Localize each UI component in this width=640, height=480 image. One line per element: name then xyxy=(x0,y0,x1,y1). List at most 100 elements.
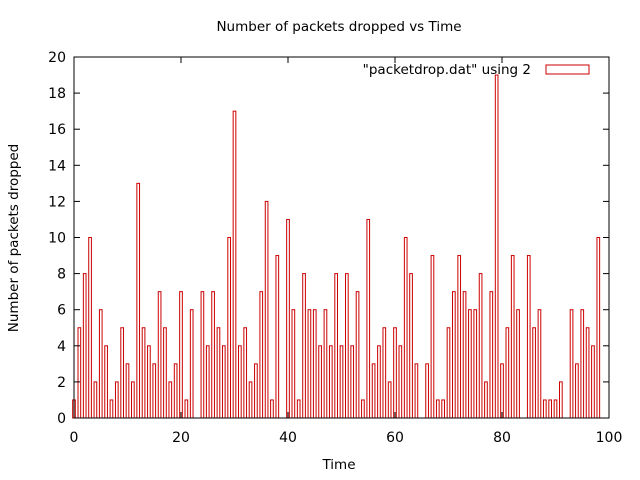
bar xyxy=(393,327,397,419)
bar xyxy=(398,345,403,419)
bar xyxy=(189,309,194,419)
bar xyxy=(430,255,435,419)
bar xyxy=(270,399,274,419)
bar xyxy=(286,218,290,419)
bar xyxy=(114,381,119,419)
bar xyxy=(82,273,87,419)
bar xyxy=(291,309,296,419)
bar xyxy=(238,345,242,419)
bar xyxy=(553,399,558,419)
bar xyxy=(382,327,387,419)
bar xyxy=(548,399,552,419)
bar xyxy=(312,309,317,419)
x-tick-label: 80 xyxy=(493,430,511,446)
bar xyxy=(264,200,269,419)
y-axis-label: Number of packets dropped xyxy=(6,144,22,332)
bar xyxy=(254,363,258,419)
bar xyxy=(452,291,456,419)
bar xyxy=(510,255,515,419)
bar xyxy=(457,255,462,419)
bar xyxy=(403,237,408,419)
bar xyxy=(500,363,504,419)
bar xyxy=(323,309,328,419)
bar xyxy=(205,345,210,419)
bar xyxy=(275,255,280,419)
bar xyxy=(494,74,499,419)
bar xyxy=(575,363,579,419)
bar-series xyxy=(72,74,601,419)
bar xyxy=(136,182,141,419)
bar xyxy=(77,327,82,419)
bar xyxy=(216,327,221,419)
bar xyxy=(98,309,103,419)
bar xyxy=(120,327,124,419)
x-tick-label: 0 xyxy=(70,430,79,446)
bar xyxy=(173,363,178,419)
bar xyxy=(542,399,547,419)
y-tick-label: 18 xyxy=(48,86,66,102)
y-tick-label: 10 xyxy=(48,231,66,247)
x-axis: 0 20 40 60 80 100 xyxy=(70,57,623,446)
bar xyxy=(227,237,231,419)
bar xyxy=(179,291,183,419)
bar xyxy=(526,255,531,419)
bar xyxy=(302,273,306,419)
bar xyxy=(221,345,226,419)
bar xyxy=(505,327,510,419)
bar xyxy=(478,273,483,419)
bar xyxy=(559,381,563,419)
bar xyxy=(435,399,440,419)
bar xyxy=(125,363,130,419)
bar xyxy=(339,345,344,419)
bar xyxy=(484,381,488,419)
bar xyxy=(591,345,595,419)
bar xyxy=(489,291,494,419)
y-tick-label: 12 xyxy=(48,194,66,210)
bar xyxy=(596,237,601,419)
bar xyxy=(537,309,542,419)
legend-swatch xyxy=(545,64,590,75)
bar xyxy=(569,309,574,419)
bar xyxy=(104,345,108,419)
y-tick-label: 2 xyxy=(57,375,66,391)
bar xyxy=(152,363,157,419)
bar xyxy=(345,273,349,419)
bar xyxy=(414,363,419,419)
bar xyxy=(211,291,215,419)
y-axis: 0 2 4 6 8 10 12 14 16 18 20 xyxy=(48,50,609,427)
y-tick-label: 8 xyxy=(57,267,66,283)
bar xyxy=(334,273,338,419)
bar xyxy=(366,218,371,419)
bar xyxy=(585,327,590,419)
y-tick-label: 6 xyxy=(57,303,66,319)
bar xyxy=(157,291,162,419)
x-tick-label: 60 xyxy=(386,430,404,446)
bar xyxy=(168,381,173,419)
bar xyxy=(200,291,205,419)
bar xyxy=(259,291,264,419)
bar xyxy=(184,399,189,419)
x-tick-label: 100 xyxy=(596,430,623,446)
bar xyxy=(409,273,413,419)
bar xyxy=(580,309,585,419)
bar xyxy=(318,345,322,419)
bar xyxy=(371,363,376,419)
y-tick-label: 16 xyxy=(48,122,66,138)
bar xyxy=(468,309,472,419)
legend: "packetdrop.dat" using 2 xyxy=(363,62,590,78)
bar xyxy=(516,309,520,419)
bar xyxy=(93,381,98,419)
bar xyxy=(446,327,451,419)
bar xyxy=(232,110,237,419)
bar xyxy=(377,345,381,419)
bar xyxy=(473,309,478,419)
bar xyxy=(387,381,392,419)
bar xyxy=(462,291,467,419)
bar xyxy=(109,399,114,419)
bar xyxy=(88,237,92,419)
bar xyxy=(307,309,312,419)
chart-title: Number of packets dropped vs Time xyxy=(216,19,461,35)
x-tick-label: 20 xyxy=(172,430,190,446)
y-tick-label: 14 xyxy=(48,158,66,174)
bar xyxy=(141,327,146,419)
